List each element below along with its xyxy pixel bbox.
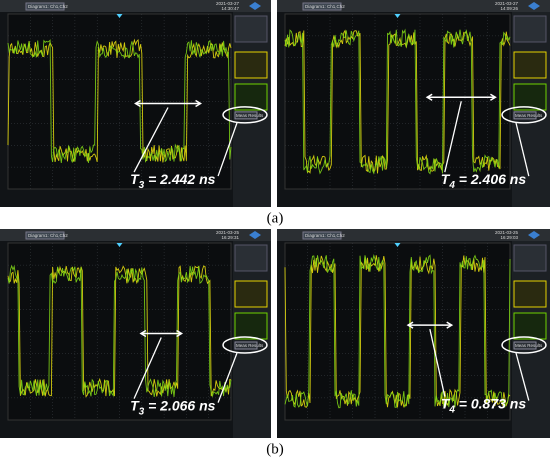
symbol: T [441, 396, 451, 412]
diagram-tab [302, 2, 342, 11]
time: 14:09:26 [500, 6, 518, 11]
meas-results-label: Meas Results [236, 343, 264, 348]
meas-ellipse [501, 336, 547, 354]
waveform [284, 28, 511, 175]
ch2-box [513, 83, 547, 111]
value: = 2.406 ns [455, 171, 526, 187]
measurement: T3 = 2.442 ns [130, 171, 216, 191]
value: = 2.066 ns [144, 398, 215, 414]
header-bar [0, 0, 271, 12]
ch1-box [234, 51, 268, 79]
ch2-box [234, 312, 268, 340]
meas-box [234, 341, 258, 350]
pointer [133, 107, 169, 173]
logo [528, 231, 540, 239]
pointer [217, 122, 238, 177]
pointer [133, 337, 162, 399]
meas-ellipse [222, 106, 268, 124]
info-box [234, 15, 268, 43]
date: 2021-03-25 [495, 230, 519, 235]
meas-results-label: Meas Results [515, 113, 543, 118]
header-bar [0, 229, 271, 241]
waveform [7, 264, 232, 398]
date: 2021-03-27 [495, 1, 519, 6]
arrow-head [490, 93, 497, 101]
measurement: T4 = 0.873 ns [441, 396, 527, 416]
pointer [515, 122, 530, 177]
info-box [513, 244, 547, 272]
time: 16:29:03 [500, 235, 518, 240]
subscript: 3 [139, 407, 145, 418]
arrow-head [446, 321, 454, 329]
time: 16:29:31 [221, 235, 239, 240]
arrow-head [134, 99, 141, 108]
logo [249, 231, 261, 239]
symbol: T [441, 171, 451, 187]
meas-box [234, 111, 258, 120]
value: = 2.442 ns [144, 171, 215, 187]
diagram-tab [25, 231, 65, 240]
info-box [234, 244, 268, 272]
diagram-title: Diagram1: Ch1,Ch2 [305, 233, 345, 238]
subscript: 4 [448, 405, 455, 416]
diagram-title: Diagram1: Ch1,Ch2 [28, 4, 68, 9]
diagram-title: Diagram1: Ch1,Ch2 [28, 233, 68, 238]
caption: (b) [266, 441, 284, 457]
value: = 0.873 ns [455, 396, 526, 412]
header-bar [277, 0, 550, 12]
arrow-head [195, 99, 202, 108]
trigger-marker [394, 243, 401, 247]
arrow-head [406, 321, 414, 329]
trigger-marker [394, 14, 401, 18]
subscript: 3 [139, 180, 145, 191]
waveform [284, 29, 511, 174]
waveform [284, 255, 511, 408]
trigger-marker [116, 14, 123, 18]
pointer [444, 101, 462, 173]
pointer [515, 352, 530, 401]
ch2-box [513, 312, 547, 340]
diagram-title: Diagram1: Ch1,Ch2 [305, 4, 345, 9]
symbol: T [130, 171, 140, 187]
header-bar [277, 229, 550, 241]
caption: (a) [267, 210, 284, 226]
meas-box [513, 111, 537, 120]
info-box [513, 15, 547, 43]
arrow-head [425, 93, 433, 101]
diagram-tab [302, 231, 342, 240]
waveform [7, 39, 232, 163]
meas-box [513, 341, 537, 350]
measurement: T4 = 2.406 ns [441, 171, 527, 191]
symbol: T [130, 398, 140, 414]
time: 14:30:47 [221, 6, 239, 11]
meas-ellipse [222, 336, 268, 354]
trigger-marker [116, 243, 123, 247]
subscript: 4 [448, 180, 455, 191]
date: 2021-03-27 [216, 1, 240, 6]
meas-ellipse [501, 106, 547, 124]
measurement: T3 = 2.066 ns [130, 398, 216, 418]
ch1-box [513, 280, 547, 308]
arrow-head [176, 329, 184, 338]
diagram-tab [25, 2, 65, 11]
waveform [284, 254, 511, 409]
ch2-box [234, 83, 268, 111]
pointer [429, 328, 446, 397]
logo [249, 2, 261, 10]
ch1-box [234, 280, 268, 308]
logo [528, 2, 540, 10]
ch1-box [513, 51, 547, 79]
pointer [217, 352, 238, 403]
meas-results-label: Meas Results [515, 343, 543, 348]
arrow-head [139, 329, 147, 338]
date: 2021-03-25 [216, 230, 240, 235]
meas-results-label: Meas Results [236, 113, 264, 118]
